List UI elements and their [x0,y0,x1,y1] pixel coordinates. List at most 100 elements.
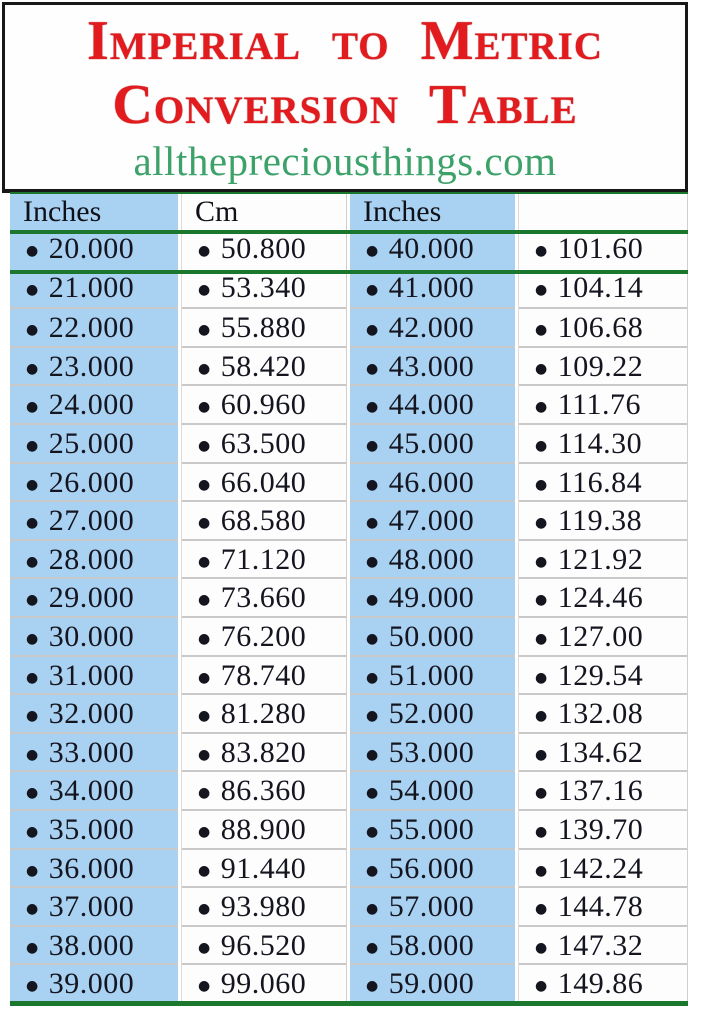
cell-value: 23.000 [48,349,135,383]
column-header [519,194,687,230]
bullet-icon: ● [366,515,379,532]
table-bottom-line [10,1001,688,1006]
cell-value: 81.280 [220,697,307,731]
bullet-icon: ● [198,862,211,879]
table-cell: ● 58.420 [182,345,346,385]
bullet-icon: ● [535,243,548,259]
bullet-icon: ● [26,476,39,493]
table-cell: ● 53.000 [350,731,515,771]
bullet-icon: ● [535,592,548,609]
cell-value: 22.000 [48,311,135,345]
cell-value: 78.740 [220,658,307,692]
bullet-icon: ● [535,399,548,416]
cell-value: 37.000 [48,890,135,924]
bullet-icon: ● [366,592,379,609]
bullet-icon: ● [535,476,548,493]
table-cell: ● 30.000 [10,615,178,655]
bullet-icon: ● [535,437,548,454]
cell-value: 147.32 [557,928,644,962]
table-cell: ● 91.440 [182,847,346,887]
table-cell: ● 127.00 [519,615,687,655]
table-cell: ● 38.000 [10,924,178,964]
cell-value: 132.08 [557,697,644,731]
bullet-icon: ● [535,901,548,918]
table-cell: ● 22.000 [10,307,178,346]
bullet-icon: ● [366,399,379,416]
table-cell: ● 55.880 [182,307,346,346]
cell-value: 54.000 [388,774,475,808]
table-cell: ● 43.000 [350,345,515,385]
bullet-icon: ● [198,708,211,725]
bullet-icon: ● [198,630,211,647]
cell-value: 20.000 [48,232,135,265]
bullet-icon: ● [198,939,211,956]
bullet-icon: ● [26,243,39,259]
bullet-icon: ● [535,823,548,840]
cell-value: 34.000 [48,774,135,808]
cell-value: 114.30 [557,426,643,460]
bullet-icon: ● [198,592,211,609]
table-cell: ● 34.000 [10,770,178,809]
bullet-icon: ● [198,360,211,377]
first-row-divider-line [10,270,688,274]
bullet-icon: ● [198,281,211,298]
table-cell: ● 53.340 [182,269,346,308]
cell-value: 106.68 [557,311,644,345]
cell-value: 134.62 [557,735,644,769]
table-cell: ● 137.16 [519,770,687,809]
cell-value: 56.000 [388,851,475,885]
bullet-icon: ● [26,823,39,840]
bullet-icon: ● [198,476,211,493]
cell-value: 144.78 [557,890,644,924]
table-cell: ● 49.000 [350,577,515,616]
table-cell: ● 73.660 [182,577,346,616]
bullet-icon: ● [198,437,211,454]
table-cell: ● 93.980 [182,886,346,925]
table-cell: ● 78.740 [182,654,346,694]
cell-value: 149.86 [557,967,644,1001]
cell-value: 57.000 [388,890,475,924]
cell-value: 29.000 [48,581,135,615]
website-url: allthepreciousthings.com [133,138,557,184]
cell-value: 137.16 [557,774,644,808]
cell-value: 58.420 [220,349,307,383]
table-column-3: Inches ● 40.000 ● 41.000 ● 42.000 ● 43.000 ● 44.00… [350,194,515,1006]
table-cell: ● 96.520 [182,924,346,964]
table-cell: ● 46.000 [350,461,515,501]
cell-value: 73.660 [220,581,307,615]
table-cell: ● 119.38 [519,500,687,539]
bullet-icon: ● [535,785,548,802]
bullet-icon: ● [198,901,211,918]
bullet-icon: ● [366,553,379,570]
bullet-icon: ● [366,978,379,995]
cell-value: 25.000 [48,426,135,460]
cell-value: 109.22 [557,349,644,383]
bullet-icon: ● [535,322,548,339]
cell-value: 40.000 [388,232,475,265]
cell-value: 30.000 [48,619,135,653]
bullet-icon: ● [535,360,548,377]
cell-value: 26.000 [48,465,135,499]
page-title-line2: Conversion Table [112,74,578,136]
table-cell: ● 149.86 [519,963,687,1002]
cell-value: 88.900 [220,812,307,846]
cell-value: 127.00 [557,619,644,653]
table-cell: ● 52.000 [350,693,515,732]
table-cell: ● 25.000 [10,422,178,462]
bullet-icon: ● [198,399,211,416]
bullet-icon: ● [26,785,39,802]
table-cell: ● 41.000 [350,269,515,308]
cell-value: 38.000 [48,928,135,962]
table-cell: ● 57.000 [350,886,515,925]
bullet-icon: ● [26,669,39,686]
table-cell: ● 21.000 [10,269,178,308]
table-cell: ● 86.360 [182,770,346,809]
table-cell: ● 50.000 [350,615,515,655]
cell-value: 36.000 [48,851,135,885]
table-cell: ● 109.22 [519,345,687,385]
cell-value: 46.000 [388,465,475,499]
table-cell: ● 50.800 [182,230,346,269]
table-cell: ● 129.54 [519,654,687,694]
bullet-icon: ● [535,515,548,532]
